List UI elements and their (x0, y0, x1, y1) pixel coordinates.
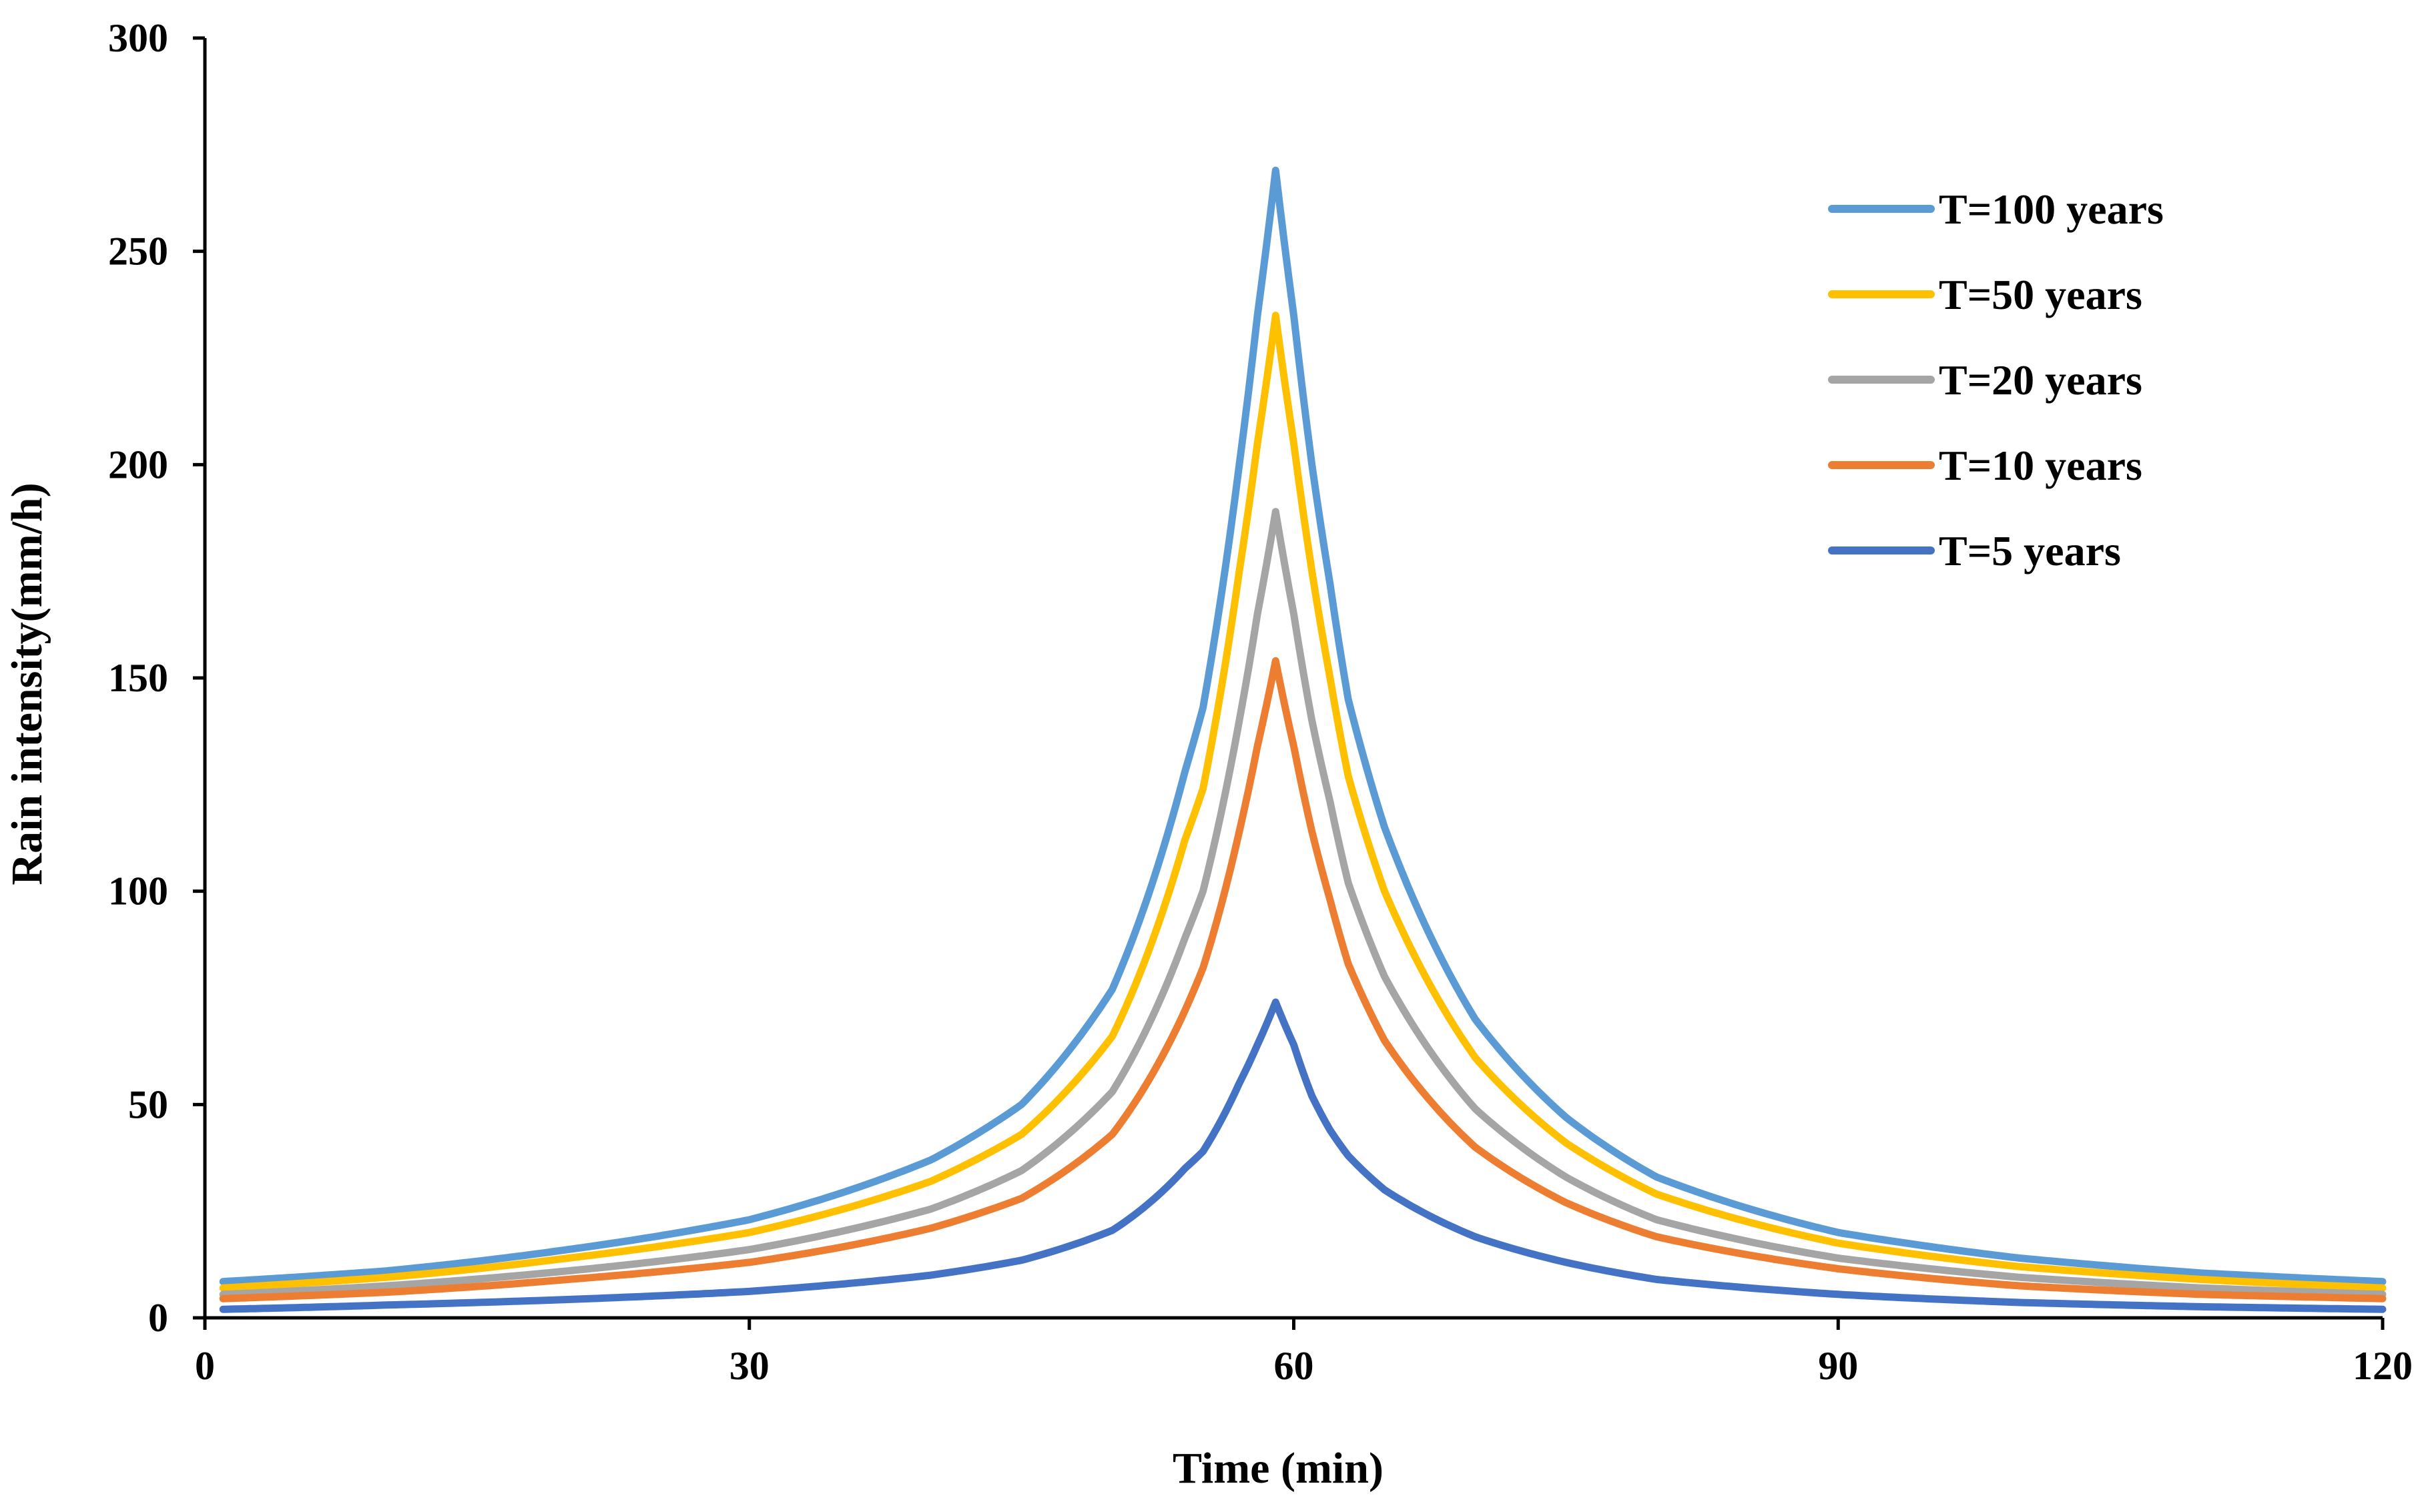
legend-label: T=50 years (1939, 271, 2142, 318)
x-tick-label: 30 (729, 1344, 770, 1388)
x-tick-label: 0 (195, 1344, 215, 1388)
legend-label: T=10 years (1939, 442, 2142, 489)
series-line-t-100-years (219, 166, 2387, 1286)
legend-label: T=100 years (1939, 185, 2164, 233)
y-tick-label: 150 (108, 656, 168, 700)
x-axis-title: Time (min) (1173, 1444, 1384, 1493)
series-line-t-10-years (219, 657, 2387, 1302)
legend-label: T=20 years (1939, 356, 2142, 404)
legend-label: T=5 years (1939, 527, 2121, 575)
x-tick-label: 90 (1818, 1344, 1858, 1388)
legend: T=100 years T=50 years T=20 years T=10 year… (1828, 185, 2164, 575)
y-tick-label: 200 (108, 442, 168, 486)
x-tick-label: 120 (2353, 1344, 2413, 1388)
series-line-t-50-years (219, 312, 2387, 1292)
series-lines (219, 166, 2387, 1313)
y-tick-label: 300 (108, 16, 168, 60)
x-tick-label: 60 (1274, 1344, 1314, 1388)
series-line-t-5-years (219, 998, 2387, 1313)
y-tick-label: 100 (108, 869, 168, 913)
y-tick-label: 250 (108, 230, 168, 274)
y-tick-label: 0 (148, 1296, 168, 1340)
axes: 0 50 100 150 200 250 300 0 30 60 90 120 (108, 16, 2413, 1388)
y-tick-label: 50 (128, 1082, 168, 1126)
series-line-t-20-years (219, 508, 2387, 1298)
y-axis-title: Rain intensity(mm/h) (3, 482, 51, 885)
